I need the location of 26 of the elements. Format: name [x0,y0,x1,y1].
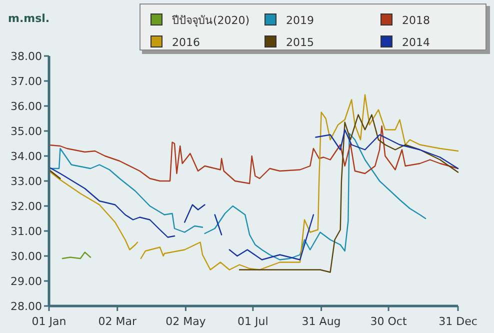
y-tick-label: 32.00 [10,200,42,213]
y-axis-title: m.msl. [8,12,50,25]
legend-label: 2015 [286,36,314,49]
x-tick-label: 01 Jul [238,315,268,328]
y-tick-label: 38.00 [10,50,42,63]
y-tick-label: 33.00 [10,175,42,188]
legend-label: 2018 [402,14,430,27]
x-tick-label: 02 Mar [98,315,137,328]
y-tick-label: 34.00 [10,150,42,163]
x-tick-label: 31 Aug [302,315,341,328]
x-tick-label: 02 May [166,315,206,328]
y-tick-label: 37.00 [10,75,42,88]
line-series [48,125,459,184]
x-tick-label: 31 Dec [438,315,478,328]
legend-label: 2014 [402,36,430,49]
legend-label: 2016 [172,36,200,49]
x-tick-label: 01 Jan [32,315,66,328]
y-tick-label: 28.00 [10,300,42,313]
legend-label: 2019 [286,14,314,27]
y-tick-label: 30.00 [10,250,42,263]
x-tick-label: 30 Oct [370,315,408,328]
legend-label: ปีปัจจุบัน(2020) [171,14,250,27]
y-tick-label: 36.00 [10,100,42,113]
y-tick-label: 29.00 [10,275,42,288]
y-tick-label: 31.00 [10,225,42,238]
y-tick-label: 35.00 [10,125,42,138]
